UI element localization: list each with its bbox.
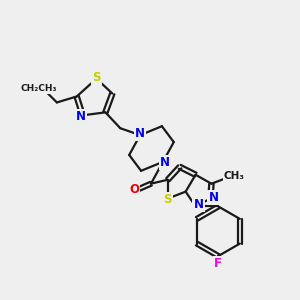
Text: F: F	[214, 257, 222, 270]
Text: CH₂CH₃: CH₂CH₃	[21, 84, 57, 93]
Text: N: N	[194, 198, 203, 211]
Text: N: N	[208, 191, 218, 204]
Text: S: S	[164, 193, 172, 206]
Text: CH₃: CH₃	[224, 171, 245, 181]
Text: N: N	[160, 156, 170, 170]
Text: N: N	[76, 110, 85, 123]
Text: N: N	[135, 127, 145, 140]
Text: S: S	[92, 71, 101, 84]
Text: O: O	[129, 183, 139, 196]
